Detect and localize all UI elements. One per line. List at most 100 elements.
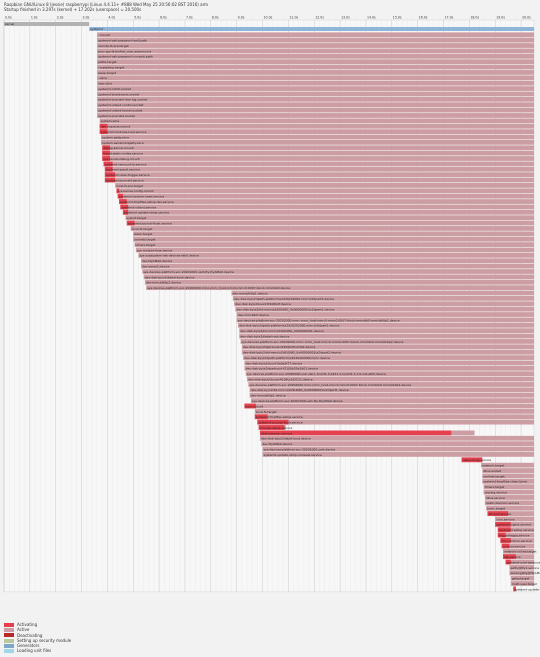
legend-item: Generators: [4, 643, 71, 648]
unit-label: debug-kernel.mount: [103, 146, 134, 150]
unit-label: systemd-tmpfiles-setup-dev.service: [120, 200, 174, 204]
unit-label: systemd-remount-fs.service: [105, 162, 147, 166]
unit-bar: [134, 242, 534, 247]
unit-label: boot.mount: [245, 404, 263, 408]
unit-label: dev-mqueue.mount: [101, 125, 131, 129]
unit-label: swap.target: [98, 71, 117, 75]
unit-bar: [97, 32, 534, 38]
unit-label: avahi-daemon.service: [486, 501, 519, 505]
unit-label: systemd-ask-password-wall.path: [98, 39, 147, 43]
unit-bar: [486, 505, 534, 511]
unit-bar: [97, 70, 534, 75]
unit-bar: [126, 220, 535, 226]
unit-bar: [482, 473, 534, 479]
unit-bar: [501, 543, 534, 549]
tick-label: 1.0s: [31, 16, 38, 20]
unit-bar: [484, 500, 534, 506]
unit-bar: [97, 53, 534, 59]
unit-bar: [120, 204, 534, 210]
unit-label: dev-disk-by\x2dlabel-boot.device: [145, 275, 195, 279]
unit-label: sys-devices-platform-soc-20202000.mmc-mm…: [242, 340, 404, 344]
unit-label: systemd-journald-dev-log.socket: [98, 98, 148, 102]
unit-label: kmod-static-nodes.service: [103, 152, 143, 156]
unit-label: systemd-user-sessions.service: [507, 560, 540, 564]
unit-label: dev-disk-by\x2duuid-0a5e2f77.device: [245, 361, 302, 365]
unit-bar: [236, 317, 534, 323]
unit-bar: [102, 156, 535, 161]
unit-activating-bar: [505, 559, 511, 565]
unit-label: sys-devices-platform-soc-20202000.mmc-mm…: [249, 383, 411, 387]
unit-bar: [97, 102, 534, 108]
unit-bar: [483, 489, 534, 495]
unit-bar: [497, 532, 534, 538]
tick-label: 7.0s: [186, 16, 193, 20]
tick-label: 0.0s: [5, 16, 12, 20]
unit-label: systemd-tmpfiles-clean.timer: [483, 480, 528, 484]
legend-label: Activating: [17, 622, 38, 627]
unit-activating-bar: [495, 521, 511, 527]
unit-label: local-fs.target: [132, 227, 154, 231]
unit-activating-bar: [126, 220, 135, 226]
unit-label: dev-disk-by\x2dpartuuid-f2100b2f\x2d02.d…: [243, 345, 316, 349]
unit-label: dev-disk-by\x2dpath-platform\x2d20202000…: [234, 297, 335, 301]
unit-bar: [483, 484, 534, 490]
unit-label: dev-disk-by\x2did-mmc\x2dSU08G_0x0000000…: [251, 388, 349, 392]
unit-label: sys-subsystem-net-devices-eth0.device: [139, 254, 199, 258]
legend-item: Setting up security module: [4, 638, 71, 643]
legend-label: Setting up security module: [17, 637, 72, 643]
unit-label: systemd-shutdownd.socket: [98, 92, 140, 96]
unit-label: -.mount: [98, 33, 111, 37]
unit-label: dev-disk-by\x2dpath-platform\x2d20202000…: [244, 356, 330, 360]
unit-bar: [99, 118, 534, 124]
unit-bar: [97, 96, 534, 102]
unit-activating-bar: [513, 586, 516, 592]
unit-bar: [249, 392, 535, 398]
unit-label: dhcpcd.service: [488, 512, 511, 516]
unit-activating-bar: [502, 554, 516, 560]
unit-label: systemd-logind.service: [496, 523, 531, 527]
unit-label: -.slice: [98, 76, 107, 80]
unit-label: systemd-udev-trigger.service: [106, 173, 150, 177]
unit-label: dev-ttyAMA0.device: [142, 259, 172, 263]
unit-bar: [239, 328, 534, 334]
header: Raspbian GNU/Linux 8 (jessie) raspberryp…: [4, 2, 208, 12]
unit-bar: [100, 134, 534, 140]
unit-bar: [97, 43, 534, 48]
unit-bar: [97, 75, 534, 81]
kernel-label: kernel: [5, 22, 14, 26]
legend-item: Deactivating: [4, 633, 71, 638]
unit-label: sys-kernel-config.mount: [117, 189, 154, 193]
unit-bar: [231, 290, 534, 296]
unit-bar: [509, 570, 534, 576]
unit-activating-bar: [120, 204, 129, 210]
unit-label: dev-mmcblk0p1.device: [251, 394, 286, 398]
tick-label: 18.0s: [470, 16, 479, 20]
unit-bar: [97, 59, 534, 65]
unit-label: sockets.target: [483, 474, 505, 478]
unit-label: basic.target: [134, 232, 153, 236]
unit-bar: [248, 382, 534, 387]
unit-bar: [241, 344, 535, 350]
unit-label: systemd-journal-flush.service: [128, 221, 172, 225]
unit-label: dev-mmcblk0.device: [238, 313, 269, 317]
unit-bar: [97, 113, 534, 118]
unit-bar: [244, 365, 534, 371]
legend-swatch: [4, 643, 14, 648]
unit-label: networking.service: [463, 458, 492, 462]
unit-activating-bar: [99, 123, 108, 129]
unit-activating-bar: [104, 177, 116, 183]
unit-activating-bar: [117, 193, 123, 199]
unit-label: network-online.target: [504, 550, 537, 554]
unit-bar: [481, 462, 534, 468]
unit-bar: [232, 296, 534, 301]
unit-bar: [119, 199, 535, 204]
unit-activating-bar: [102, 150, 110, 156]
unit-bar: [116, 188, 535, 194]
unit-label: sys-devices-platform-soc-20201000.uart-t…: [143, 270, 234, 274]
unit-bar: [484, 495, 534, 500]
unit-label: sys-devices-platform-soc-20980000.usb-us…: [247, 372, 386, 376]
unit-bar: [97, 80, 534, 86]
unit-label: sys-devices-platform-soc-20202000.mmc-mm…: [238, 318, 400, 322]
unit-label: getty.target: [512, 577, 530, 581]
tick-label: 11.0s: [289, 16, 298, 20]
